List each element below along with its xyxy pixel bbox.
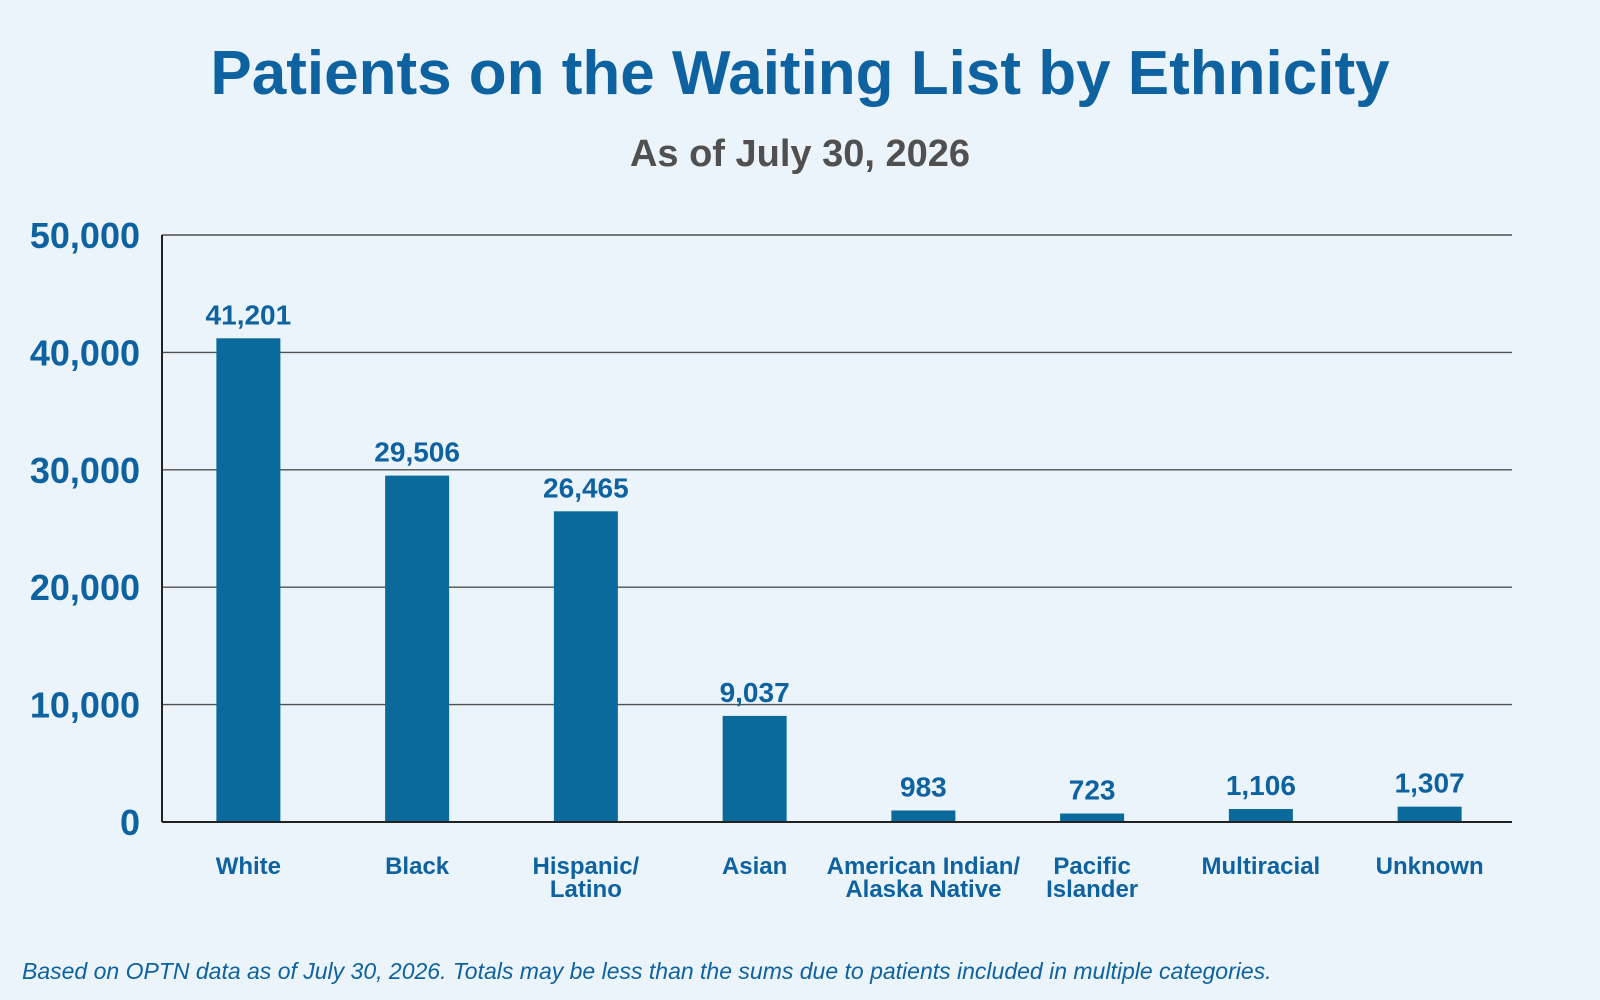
y-tick-label: 0 — [120, 802, 140, 843]
x-tick-label: Asian — [722, 853, 787, 880]
bar — [1397, 806, 1462, 822]
gridlines — [162, 234, 1512, 706]
axes — [161, 235, 1512, 823]
bar — [891, 810, 956, 822]
bar — [1228, 809, 1293, 822]
bar — [385, 475, 450, 822]
bar — [1060, 813, 1125, 822]
x-tick-label: American Indian/Alaska Native — [827, 853, 1021, 903]
x-tick-label: Unknown — [1376, 853, 1484, 880]
y-tick-label: 40,000 — [30, 332, 140, 373]
bars — [216, 338, 1462, 822]
bar — [216, 338, 281, 822]
data-label: 26,465 — [543, 472, 629, 503]
y-tick-label: 20,000 — [30, 567, 140, 608]
data-label: 29,506 — [374, 437, 460, 468]
chart-title: Patients on the Waiting List by Ethnicit… — [210, 39, 1390, 108]
x-tick-label: Pacific Islander — [1046, 853, 1138, 903]
y-tick-label: 50,000 — [30, 215, 140, 256]
data-label: 723 — [1069, 775, 1116, 806]
footnote: Based on OPTN data as of July 30, 2026. … — [22, 958, 1272, 984]
chart-subtitle: As of July 30, 2026 — [629, 133, 971, 175]
x-tick-label: Hispanic/Latino — [533, 853, 640, 903]
value-labels: 41,201 29,506 26,465 9,037 983 723 1,106 1,307 — [206, 299, 1465, 805]
bar — [722, 715, 787, 822]
x-tick-label: Multiracial — [1202, 853, 1321, 880]
x-tick-label: Black — [385, 853, 450, 880]
data-label: 983 — [900, 771, 947, 802]
data-label: 1,307 — [1395, 768, 1465, 799]
y-tick-label: 30,000 — [30, 450, 140, 491]
x-axis-ticks: White Black Hispanic/Latino Asian American I… — [216, 853, 1484, 903]
y-tick-label: 10,000 — [30, 685, 140, 726]
y-axis-ticks: 0 10,000 20,000 30,000 40,000 50,000 — [30, 215, 140, 843]
data-label: 41,201 — [206, 299, 292, 330]
data-label: 9,037 — [720, 677, 790, 708]
x-tick-label: White — [216, 853, 281, 880]
bar-chart: 0 10,000 20,000 30,000 40,000 50,000 41,201 29… — [30, 215, 1512, 903]
bar — [553, 511, 618, 822]
data-label: 1,106 — [1226, 770, 1296, 801]
